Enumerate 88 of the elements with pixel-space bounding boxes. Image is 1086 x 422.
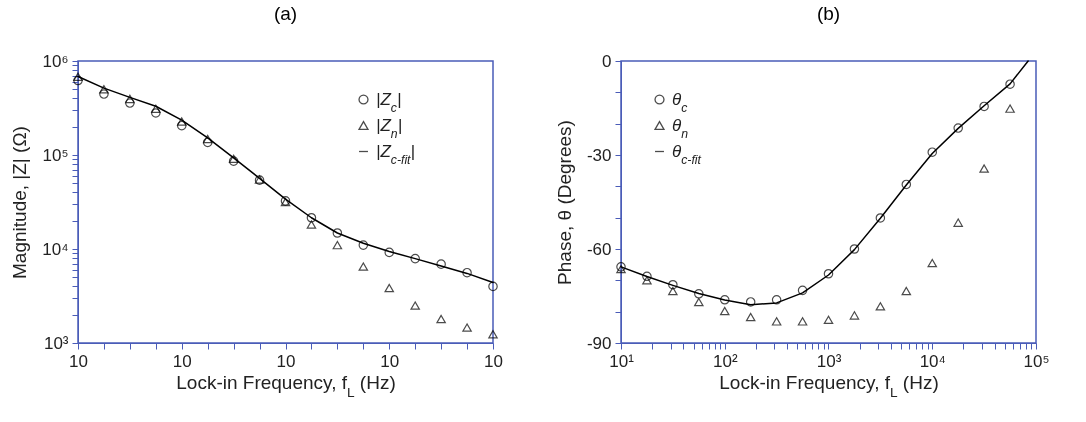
x-tick-label: 10⁵: [1023, 351, 1050, 371]
point: [306, 220, 317, 229]
point: [436, 259, 446, 269]
x-tick-label: 10: [484, 351, 503, 371]
y-tick-label: -60: [586, 239, 612, 259]
legend-label: |Z$_{c-fit}$|: [376, 141, 415, 167]
point: [823, 315, 834, 325]
point: [410, 253, 420, 264]
chart-title: (a): [273, 3, 298, 24]
point: [875, 213, 886, 223]
point: [694, 289, 704, 299]
point: [953, 218, 963, 227]
point: [719, 294, 730, 305]
x-tick-label: 10¹: [609, 351, 635, 371]
x-axis-title: Lock-in Frequency, f$_{L}$ (Hz): [176, 371, 396, 399]
point: [927, 258, 938, 268]
point: [1005, 79, 1015, 89]
point: [358, 240, 369, 250]
x-tick-label: 10: [69, 351, 88, 371]
point: [358, 262, 369, 271]
point: [151, 104, 161, 114]
point: [797, 285, 808, 296]
y-tick-label: 0: [602, 51, 612, 71]
point: [1005, 104, 1015, 113]
point: [668, 286, 678, 296]
y-tick-label: 10⁶: [42, 51, 69, 71]
point: [488, 281, 498, 292]
point: [771, 317, 782, 326]
point: [332, 228, 343, 238]
x-tick-label: 10⁴: [919, 351, 946, 371]
legend-label: θ$_{n}$: [672, 115, 689, 141]
point: [927, 147, 938, 157]
point: [745, 297, 756, 307]
x-axis-title: Lock-in Frequency, f$_{L}$ (Hz): [719, 371, 939, 399]
point: [953, 123, 963, 133]
y-axis-title: Magnitude, |Z| (Ω): [9, 126, 31, 279]
point: [849, 244, 860, 254]
point: [488, 330, 498, 339]
point: [384, 247, 395, 258]
legend-label: |Z$_{c}$|: [376, 89, 402, 115]
point: [202, 134, 213, 144]
point: [151, 108, 161, 118]
x-tick-label: 10: [276, 351, 296, 371]
point: [979, 164, 989, 173]
point: [99, 89, 109, 99]
point: [384, 283, 395, 293]
point: [823, 268, 834, 279]
point: [176, 120, 187, 131]
point: [979, 101, 989, 112]
point: [668, 279, 678, 290]
y-tick-label: 10³: [43, 333, 69, 353]
point: [745, 312, 756, 322]
legend-label: |Z$_{n}$|: [376, 115, 403, 141]
x-tick-label: 10²: [712, 351, 738, 371]
point: [642, 271, 652, 282]
point: [719, 306, 730, 316]
point: [849, 311, 860, 320]
y-tick-label: 10⁵: [42, 145, 69, 165]
y-tick-label: -90: [586, 333, 612, 353]
point: [462, 267, 472, 278]
point: [694, 297, 704, 307]
y-tick-label: -30: [586, 145, 612, 165]
point: [901, 179, 912, 190]
point: [771, 294, 782, 305]
x-tick-label: 10: [380, 351, 400, 371]
point: [875, 302, 886, 311]
y-tick-label: 10⁴: [42, 239, 69, 259]
x-tick-label: 10: [172, 351, 192, 371]
point: [410, 301, 420, 310]
point: [202, 137, 213, 148]
point: [73, 72, 83, 81]
legend-label: θ$_{c}$: [672, 89, 688, 115]
point: [125, 94, 135, 104]
y-axis-title: Phase, θ (Degrees): [553, 120, 575, 285]
point: [306, 212, 317, 223]
chart-title: (b): [816, 3, 841, 24]
point: [797, 317, 808, 326]
point: [99, 85, 109, 94]
point: [332, 240, 343, 250]
point: [642, 276, 652, 285]
legend-label: θ$_{c-fit}$: [672, 141, 702, 167]
point: [901, 286, 912, 296]
point: [436, 314, 446, 324]
point: [462, 323, 472, 332]
point: [73, 75, 83, 86]
point: [125, 98, 135, 108]
point: [176, 117, 187, 126]
x-tick-label: 10³: [816, 351, 842, 371]
